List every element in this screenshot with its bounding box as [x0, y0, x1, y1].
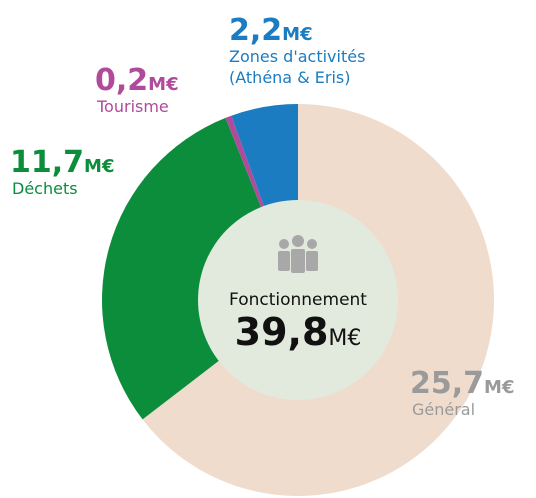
- value-unit: M€: [148, 74, 178, 95]
- center-title: Fonctionnement: [229, 290, 367, 310]
- value-label: 2,2M€: [229, 13, 313, 48]
- center-unit: M€: [328, 326, 361, 351]
- value-label: 11,7M€: [10, 145, 114, 180]
- center-value: 39,8M€: [235, 310, 362, 354]
- value-number: 25,7: [410, 366, 484, 401]
- category-label: Tourisme: [96, 97, 169, 116]
- value-label: 25,7M€: [410, 366, 514, 401]
- category-label: (Athéna & Eris): [229, 68, 350, 87]
- value-number: 2,2: [229, 13, 282, 48]
- value-unit: M€: [484, 377, 514, 398]
- people-icon: [278, 235, 318, 273]
- center-value-number: 39,8: [235, 310, 329, 354]
- value-unit: M€: [84, 156, 114, 177]
- slice: [102, 117, 298, 420]
- value-number: 11,7: [10, 145, 84, 180]
- value-number: 0,2: [95, 63, 148, 98]
- category-label: Général: [412, 400, 475, 419]
- category-label: Déchets: [12, 179, 78, 198]
- category-label: Zones d'activités: [229, 47, 365, 66]
- donut-center: [198, 200, 398, 400]
- value-label: 0,2M€: [95, 63, 179, 98]
- value-unit: M€: [282, 24, 312, 45]
